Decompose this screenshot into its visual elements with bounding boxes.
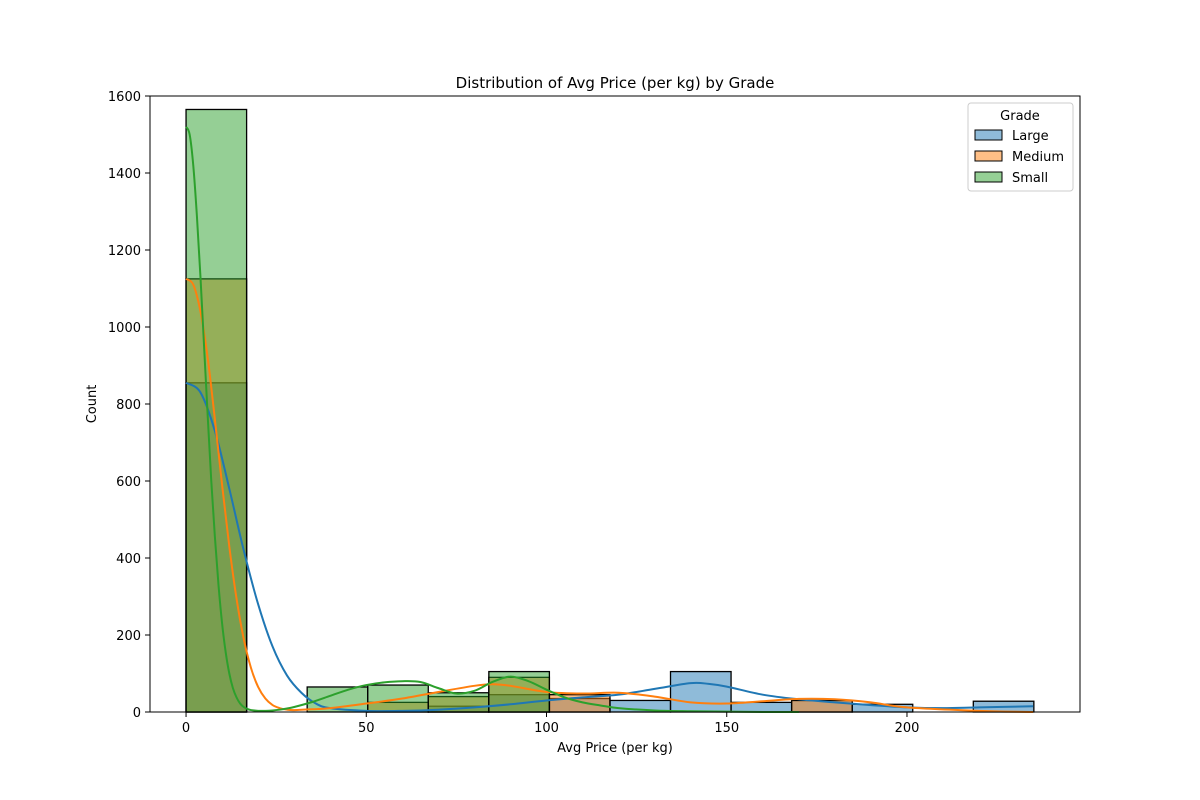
x-axis-ticks: 0 50 100 150 200 [182, 712, 919, 736]
y-tick-label: 1600 [108, 90, 141, 105]
kde-line-small [185, 126, 799, 714]
x-tick-label: 0 [182, 721, 190, 736]
y-tick-label: 1000 [108, 321, 141, 336]
y-tick-label: 400 [116, 552, 141, 567]
y-tick-label: 1200 [108, 244, 141, 259]
kde-line-large [185, 381, 1034, 713]
y-tick-label: 600 [116, 475, 141, 490]
legend-box [967, 102, 1074, 192]
x-tick-label: 50 [358, 721, 375, 736]
y-tick-label: 1400 [108, 167, 141, 182]
y-axis-label: Count [85, 385, 100, 424]
y-tick-label: 0 [133, 706, 141, 721]
legend: Grade Large Medium Small [967, 102, 1074, 192]
kde-line-medium [185, 277, 1034, 713]
legend-items: Large Medium Small [974, 129, 1064, 186]
x-tick-label: 200 [895, 721, 920, 736]
histogram-bars [185, 108, 1035, 713]
legend-label-medium: Medium [1012, 150, 1064, 165]
legend-swatch-small [974, 171, 1003, 183]
y-tick-label: 200 [116, 629, 141, 644]
plot-frame [149, 95, 1081, 713]
bar-large-bin-8 [669, 670, 732, 713]
chart-title: Distribution of Avg Price (per kg) by Gr… [456, 74, 775, 92]
legend-swatch-large [974, 129, 1003, 141]
y-tick-label: 800 [116, 398, 141, 413]
legend-title: Grade [1000, 109, 1040, 124]
x-tick-label: 150 [714, 721, 739, 736]
kde-curves [185, 126, 1034, 714]
x-tick-label: 100 [534, 721, 559, 736]
legend-label-large: Large [1012, 129, 1049, 144]
legend-label-small: Small [1012, 171, 1048, 186]
y-axis-ticks: 0 200 400 600 800 1000 1200 1400 1600 [108, 90, 150, 721]
legend-swatch-medium [974, 150, 1003, 162]
x-axis-label: Avg Price (per kg) [557, 741, 673, 756]
